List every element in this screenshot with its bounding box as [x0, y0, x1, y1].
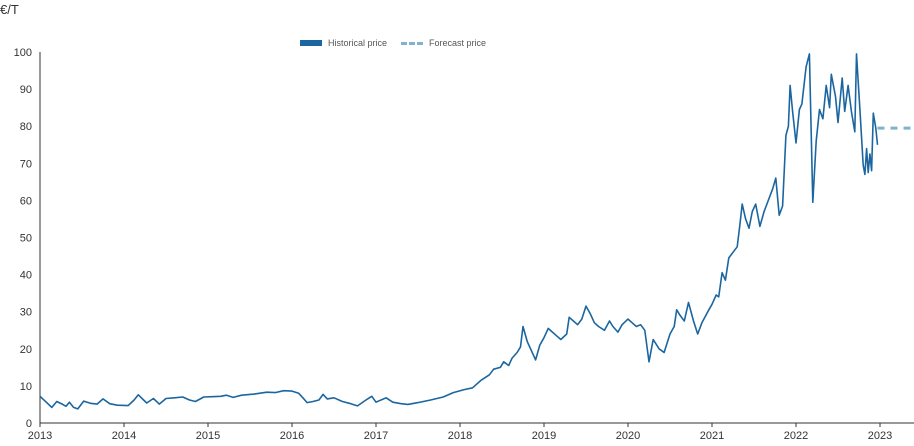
legend-swatch-forecast: [401, 41, 424, 45]
x-tick-label: 2021: [700, 430, 724, 442]
x-tick-label: 2017: [364, 430, 388, 442]
legend-item-forecast: Forecast price: [401, 38, 486, 48]
legend-swatch-historical: [300, 40, 322, 46]
y-tick-labels: 0 10 20 30 40 50 60 70 80 90 100: [14, 47, 32, 430]
y-tick-label: 10: [20, 381, 32, 393]
x-tick-label: 2014: [112, 430, 136, 442]
legend-item-historical: Historical price: [300, 38, 387, 48]
y-tick-label: 100: [14, 47, 32, 59]
y-tick-label: 30: [20, 307, 32, 319]
legend-label-forecast: Forecast price: [429, 38, 487, 48]
axes: [39, 52, 914, 427]
y-tick-label: 70: [20, 158, 32, 170]
y-tick-label: 90: [20, 84, 32, 96]
x-tick-label: 2018: [448, 430, 472, 442]
y-tick-label: 80: [20, 121, 32, 133]
historical-price-line: [39, 53, 879, 410]
legend: Historical price Forecast price: [300, 38, 486, 48]
x-tick-label: 2020: [616, 430, 640, 442]
y-axis-label: €/T: [0, 2, 19, 17]
x-tick-label: 2015: [196, 430, 220, 442]
y-tick-label: 60: [20, 195, 32, 207]
legend-label-historical: Historical price: [328, 38, 388, 48]
x-tick-label: 2023: [868, 430, 892, 442]
x-tick-label: 2016: [280, 430, 304, 442]
x-tick-label: 2019: [532, 430, 556, 442]
x-tick-label: 2013: [28, 430, 52, 442]
y-tick-label: 20: [20, 344, 32, 356]
series-lines: [39, 53, 914, 410]
y-tick-label: 40: [20, 270, 32, 282]
y-tick-label: 0: [26, 418, 32, 430]
x-tick-labels: 2013 2014 2015 2016 2017 2018 2019 2020 2021 2022…: [28, 430, 892, 442]
x-tick-label: 2022: [784, 430, 808, 442]
y-tick-label: 50: [20, 233, 32, 245]
